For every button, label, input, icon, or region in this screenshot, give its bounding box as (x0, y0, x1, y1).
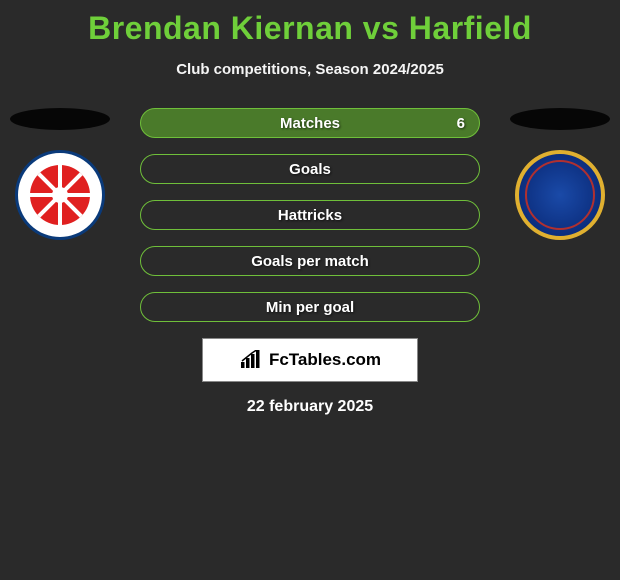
stat-label: Goals (289, 161, 331, 178)
shadow-ellipse (510, 108, 610, 130)
brand-box[interactable]: FcTables.com (202, 338, 418, 382)
stats-list: Matches 6 Goals Hattricks Goals per matc… (140, 108, 480, 322)
player-badge-left (10, 108, 110, 248)
shadow-ellipse (10, 108, 110, 130)
stat-label: Matches (280, 115, 340, 132)
date-text: 22 february 2025 (0, 398, 620, 416)
stat-row-goals-per-match: Goals per match (140, 246, 480, 276)
page-title: Brendan Kiernan vs Harfield (0, 10, 620, 47)
stat-value-right: 6 (457, 115, 465, 132)
bar-chart-icon (239, 350, 263, 370)
stat-label: Goals per match (251, 253, 369, 270)
crest-wheel-icon (30, 165, 90, 225)
brand-text: FcTables.com (269, 350, 381, 370)
crest-phoenix-icon (525, 160, 595, 230)
club-crest-left (15, 150, 105, 240)
stat-row-hattricks: Hattricks (140, 200, 480, 230)
club-crest-right (515, 150, 605, 240)
body-area: Matches 6 Goals Hattricks Goals per matc… (0, 108, 620, 416)
stat-row-min-per-goal: Min per goal (140, 292, 480, 322)
stat-row-matches: Matches 6 (140, 108, 480, 138)
stat-row-goals: Goals (140, 154, 480, 184)
player-badge-right (510, 108, 610, 248)
comparison-card: Brendan Kiernan vs Harfield Club competi… (0, 0, 620, 416)
stat-label: Min per goal (266, 299, 354, 316)
subtitle: Club competitions, Season 2024/2025 (0, 61, 620, 78)
stat-label: Hattricks (278, 207, 342, 224)
